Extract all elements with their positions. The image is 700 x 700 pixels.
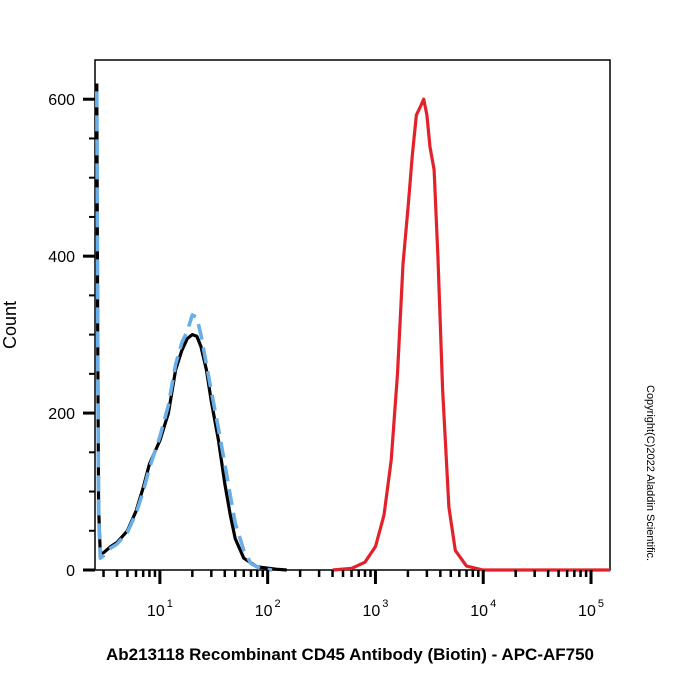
x-tick-base: 10 bbox=[255, 603, 273, 620]
x-tick-exponent: 1 bbox=[167, 598, 173, 610]
series-line-1 bbox=[95, 91, 273, 572]
plot-frame bbox=[94, 59, 611, 571]
x-tick-base: 10 bbox=[362, 603, 380, 620]
x-tick-label-1: 10 2 bbox=[255, 598, 281, 620]
x-tick-exponent: 4 bbox=[490, 598, 496, 610]
x-tick-base: 10 bbox=[147, 603, 165, 620]
y-axis-title: Count bbox=[0, 301, 20, 349]
x-tick-label-2: 10 3 bbox=[362, 598, 388, 620]
x-tick-exponent: 2 bbox=[275, 598, 281, 610]
x-tick-exponent: 3 bbox=[382, 598, 388, 610]
series-line-2 bbox=[332, 97, 610, 572]
x-tick-label-3: 10 4 bbox=[470, 598, 496, 620]
y-tick-label-1: 200 bbox=[48, 406, 75, 423]
x-tick-base: 10 bbox=[578, 603, 596, 620]
y-tick-label-3: 600 bbox=[48, 92, 75, 109]
x-tick-label-0: 10 1 bbox=[147, 598, 173, 620]
copyright-text: Copyright(C)2022 Aladdin Scientific. bbox=[644, 385, 656, 562]
x-tick-exponent: 5 bbox=[598, 598, 604, 610]
x-tick-base: 10 bbox=[470, 603, 488, 620]
x-tick-label-4: 10 5 bbox=[578, 598, 604, 620]
y-tick-label-0: 0 bbox=[66, 563, 75, 580]
chart-title: Ab213118 Recombinant CD45 Antibody (Biot… bbox=[105, 645, 595, 664]
series-line-0 bbox=[95, 83, 287, 572]
y-tick-label-2: 400 bbox=[48, 249, 75, 266]
